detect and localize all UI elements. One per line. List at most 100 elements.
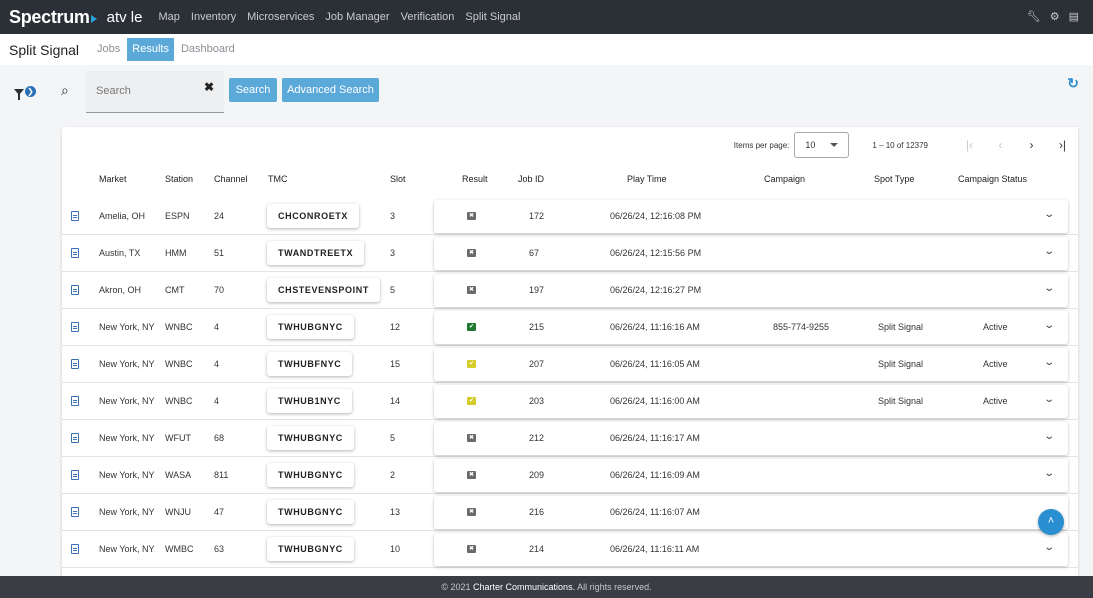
tmc-chip[interactable]: CHCONROETX (267, 204, 360, 228)
book-icon[interactable]: ▤ (1068, 11, 1079, 23)
tmc-chip[interactable]: TWHUB1NYC (267, 389, 352, 413)
chevron-down-icon[interactable]: ⌄ (1043, 283, 1056, 294)
tab-dashboard[interactable]: Dashboard (180, 43, 235, 55)
cell-market: New York, NY (99, 322, 155, 332)
wrench-icon[interactable]: 🔧︎ (1026, 11, 1041, 23)
table-row[interactable]: New York, NY WNBC 4 TWHUBFNYC 15 ✔ 207 06/26/24… (62, 347, 1078, 383)
col-slot[interactable]: Slot (390, 174, 406, 184)
table-row[interactable]: New York, NY WNJU 47 TWHUBGNYC 13 ✖ 216 06/26/2… (62, 495, 1078, 531)
nav-job-manager[interactable]: Job Manager (325, 11, 390, 23)
document-icon[interactable] (71, 285, 79, 295)
document-icon[interactable] (71, 507, 79, 517)
col-spot-type[interactable]: Spot Type (874, 174, 915, 184)
tmc-chip[interactable]: CHSTEVENSPOINT (267, 278, 380, 302)
cell-market: New York, NY (99, 470, 155, 480)
nav-microservices[interactable]: Microservices (247, 11, 315, 23)
first-page-icon[interactable]: |‹ (965, 138, 974, 152)
document-icon[interactable] (71, 211, 79, 221)
nav-split-signal[interactable]: Split Signal (465, 11, 521, 23)
document-icon[interactable] (71, 322, 79, 332)
col-job-id[interactable]: Job ID (518, 174, 545, 184)
table-row[interactable]: Austin, TX HMM 51 TWANDTREETX 3 ✖ 67 06/26/24, … (62, 236, 1078, 272)
result-fail-icon: ✖ (467, 249, 476, 257)
chevron-down-icon[interactable]: ⌄ (1043, 320, 1056, 331)
cell-job-id: 203 (529, 396, 545, 406)
document-icon[interactable] (71, 433, 79, 443)
document-icon[interactable] (71, 396, 79, 406)
brand-logo[interactable]: Spectrum (9, 7, 97, 28)
col-campaign[interactable]: Campaign (764, 174, 806, 184)
chevron-down-icon[interactable]: ⌄ (1043, 209, 1056, 220)
cell-station: WNJU (165, 507, 191, 517)
chevron-down-icon[interactable]: ⌄ (1043, 246, 1056, 257)
result-panel (434, 496, 1068, 529)
cell-market: New York, NY (99, 396, 155, 406)
results-card: Items per page: 10 1 – 10 of 12379 |‹ ‹ … (62, 127, 1078, 578)
chevron-down-icon[interactable]: ⌄ (1043, 542, 1056, 553)
nav-map[interactable]: Map (158, 11, 180, 23)
tmc-chip[interactable]: TWHUBGNYC (267, 463, 354, 487)
tmc-chip[interactable]: TWHUBGNYC (267, 426, 354, 450)
refresh-icon[interactable]: ↻ (1067, 75, 1079, 91)
tmc-chip[interactable]: TWHUBGNYC (267, 537, 354, 561)
document-icon[interactable] (71, 359, 79, 369)
table-row[interactable]: New York, NY WMBC 63 TWHUBGNYC 10 ✖ 214 06/26/2… (62, 532, 1078, 568)
brand-arrow-icon (90, 15, 97, 23)
chevron-down-icon[interactable]: ⌄ (1043, 468, 1056, 479)
tmc-chip[interactable]: TWHUBGNYC (267, 500, 354, 524)
document-icon[interactable] (71, 248, 79, 258)
nav-verification[interactable]: Verification (400, 11, 455, 23)
items-per-page-select[interactable]: 10 (794, 132, 850, 158)
document-icon[interactable] (71, 544, 79, 554)
filter-toggle[interactable]: ❯ (14, 86, 36, 100)
tmc-chip[interactable]: TWHUBFNYC (267, 352, 353, 376)
tab-jobs[interactable]: Jobs (97, 43, 121, 55)
cell-station: WNBC (165, 396, 193, 406)
table-row[interactable]: Amelia, OH ESPN 24 CHCONROETX 3 ✖ 172 06/26/24,… (62, 199, 1078, 235)
document-icon[interactable] (71, 470, 79, 480)
cell-campaign-status: Active (983, 359, 1008, 369)
close-icon[interactable]: ✖ (203, 80, 214, 94)
col-station[interactable]: Station (165, 174, 194, 184)
tmc-chip[interactable]: TWANDTREETX (267, 241, 365, 265)
chevron-down-icon[interactable]: ⌄ (1043, 357, 1056, 368)
advanced-search-button[interactable]: Advanced Search (282, 78, 379, 102)
cell-play-time: 06/26/24, 12:16:08 PM (610, 211, 702, 221)
table-row[interactable]: Akron, OH CMT 70 CHSTEVENSPOINT 5 ✖ 197 06/26/2… (62, 273, 1078, 309)
chevron-down-icon[interactable]: ⌄ (1043, 431, 1056, 442)
next-page-icon[interactable]: › (1029, 138, 1034, 152)
col-tmc[interactable]: TMC (268, 174, 288, 184)
cell-slot: 5 (390, 285, 396, 295)
col-campaign-status[interactable]: Campaign Status (958, 174, 1028, 184)
previous-page-icon[interactable]: ‹ (998, 138, 1003, 152)
table-row[interactable]: New York, NY WNBC 4 TWHUB1NYC 14 ✔ 203 06/26/24… (62, 384, 1078, 420)
items-per-page-label: Items per page: (733, 140, 790, 150)
cell-market: Austin, TX (99, 248, 141, 258)
col-channel[interactable]: Channel (214, 174, 248, 184)
search-button[interactable]: Search (229, 78, 277, 102)
table-row[interactable]: New York, NY WFUT 68 TWHUBGNYC 5 ✖ 212 06/26/24… (62, 421, 1078, 457)
scroll-to-top-button[interactable]: ˄ (1038, 509, 1064, 535)
tmc-chip[interactable]: TWHUBGNYC (267, 315, 354, 339)
col-play-time[interactable]: Play Time (627, 174, 667, 184)
col-result[interactable]: Result (462, 174, 488, 184)
search-icon: ⌕ (61, 82, 69, 98)
nav-inventory[interactable]: Inventory (190, 11, 237, 23)
search-input[interactable] (86, 71, 196, 111)
search-field: ✖ (86, 71, 224, 113)
table-row[interactable]: New York, NY WNBC 4 TWHUBGNYC 12 ✔ 215 06/26/24… (62, 310, 1078, 346)
tab-results[interactable]: Results (127, 38, 174, 61)
cell-market: New York, NY (99, 433, 155, 443)
cell-station: WMBC (165, 544, 194, 554)
result-fail-icon: ✖ (467, 545, 476, 553)
last-page-icon[interactable]: ›| (1058, 138, 1067, 152)
brand-name: Spectrum (9, 6, 90, 27)
chevron-down-icon[interactable]: ⌄ (1043, 394, 1056, 405)
gear-icon[interactable]: ⚙ (1049, 11, 1060, 23)
table-row[interactable]: New York, NY WASA 811 TWHUBGNYC 2 ✖ 209 06/26/2… (62, 458, 1078, 494)
col-market[interactable]: Market (99, 174, 127, 184)
main-nav: Map Inventory Microservices Job Manager … (158, 11, 531, 23)
cell-slot: 14 (390, 396, 401, 406)
cell-play-time: 06/26/24, 11:16:09 AM (610, 470, 700, 480)
cell-job-id: 212 (529, 433, 545, 443)
